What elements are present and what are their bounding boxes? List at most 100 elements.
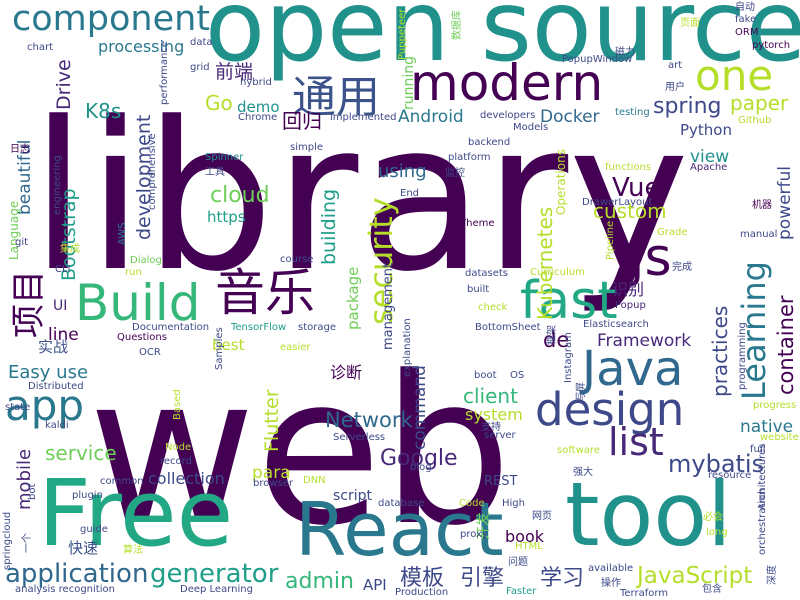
word: powerful	[775, 166, 795, 240]
word: progress	[753, 400, 796, 411]
word: line	[48, 325, 79, 345]
word: record	[160, 456, 192, 467]
word: modern	[410, 54, 603, 112]
word: simple	[290, 142, 323, 153]
word: Terraform	[619, 588, 668, 599]
word: development	[133, 115, 155, 240]
word: tool	[565, 463, 732, 566]
word: Serverless	[333, 432, 385, 443]
word: DrawerLayout	[582, 197, 652, 208]
word: performance	[159, 41, 170, 105]
word: easier	[280, 342, 311, 353]
word: Android	[398, 107, 464, 127]
word: cloud	[210, 183, 270, 208]
word: native	[740, 417, 793, 437]
word: DNN	[303, 475, 326, 486]
word: platform	[448, 152, 491, 163]
word: website	[760, 432, 799, 443]
word: 通用	[292, 72, 380, 123]
word: 写屏	[575, 382, 587, 402]
word: 算法	[123, 543, 143, 556]
word: fast	[520, 271, 618, 331]
word: Chrome	[238, 112, 277, 123]
word: best	[212, 336, 245, 354]
word: spring	[653, 94, 722, 119]
word: 前端	[215, 61, 253, 83]
word: Easy use	[8, 362, 88, 383]
word: Free	[38, 460, 233, 567]
word: 深度	[765, 565, 778, 585]
word: 工具	[205, 166, 225, 178]
word: developers	[480, 110, 535, 121]
word: CLI	[55, 264, 71, 275]
word: Spinner	[205, 152, 244, 163]
word: fake	[735, 14, 756, 25]
word: list	[608, 420, 664, 464]
word: 操作	[601, 576, 621, 589]
word: full	[750, 444, 765, 455]
word: Docker	[540, 107, 600, 127]
word: Distributed	[28, 381, 84, 392]
word: UI	[53, 298, 67, 314]
word: 学习	[540, 566, 584, 591]
word: 集成	[60, 242, 80, 255]
word: Network	[325, 408, 414, 432]
word: Production	[395, 587, 448, 598]
word: Faster	[506, 586, 537, 597]
word: de	[543, 328, 569, 352]
word: kaldi	[45, 420, 69, 431]
word: using	[378, 161, 427, 182]
word: js	[629, 228, 672, 288]
word: software	[557, 445, 600, 456]
word: explanation	[402, 318, 413, 377]
word: server	[484, 430, 517, 441]
word: resource	[708, 470, 751, 481]
word: component	[12, 0, 210, 39]
word: Google	[380, 446, 458, 471]
word: 回归	[282, 109, 322, 133]
word: Code	[459, 498, 485, 509]
word: 监控	[445, 166, 465, 179]
word: orchestration	[757, 488, 768, 555]
word: Popup	[615, 300, 646, 311]
word: building	[318, 189, 340, 265]
word: hybrid	[240, 77, 272, 88]
word: React	[295, 487, 504, 573]
word: custom	[593, 199, 667, 223]
word: Samples	[214, 327, 225, 370]
word: mybatis	[668, 450, 764, 478]
word: engineering	[52, 155, 63, 215]
word: Kubernetes	[533, 207, 557, 320]
word: Apache	[690, 162, 727, 173]
word: Grade	[657, 227, 688, 238]
word: web	[88, 333, 512, 571]
word: 开发	[476, 512, 492, 540]
word: Architectures	[757, 444, 768, 510]
word: datasets	[465, 268, 508, 279]
word: springcloud	[2, 512, 13, 570]
word: functions	[605, 162, 651, 173]
word: 用户	[665, 80, 685, 93]
word: Bootstrap	[58, 188, 80, 281]
word: open source	[205, 0, 800, 84]
word: comprehensive	[147, 133, 158, 210]
word: 页面	[680, 17, 700, 29]
word: 磁力	[615, 45, 635, 58]
word: Vue	[612, 173, 661, 203]
word: ORM	[735, 27, 758, 38]
word: 项目	[9, 270, 49, 338]
word: analysis recognition	[15, 584, 115, 595]
word: running	[401, 56, 417, 110]
word: TensorFlow	[230, 322, 286, 333]
word: client	[463, 384, 518, 408]
word: command	[410, 365, 430, 450]
word: Flutter	[261, 389, 283, 452]
word: collection	[148, 469, 225, 488]
word: 快速	[68, 539, 98, 557]
word: security	[362, 197, 400, 325]
word: Curriculum	[530, 267, 585, 278]
word: Build	[75, 274, 201, 332]
word: https	[207, 208, 246, 226]
word: course	[280, 254, 313, 265]
word: app	[5, 381, 84, 430]
